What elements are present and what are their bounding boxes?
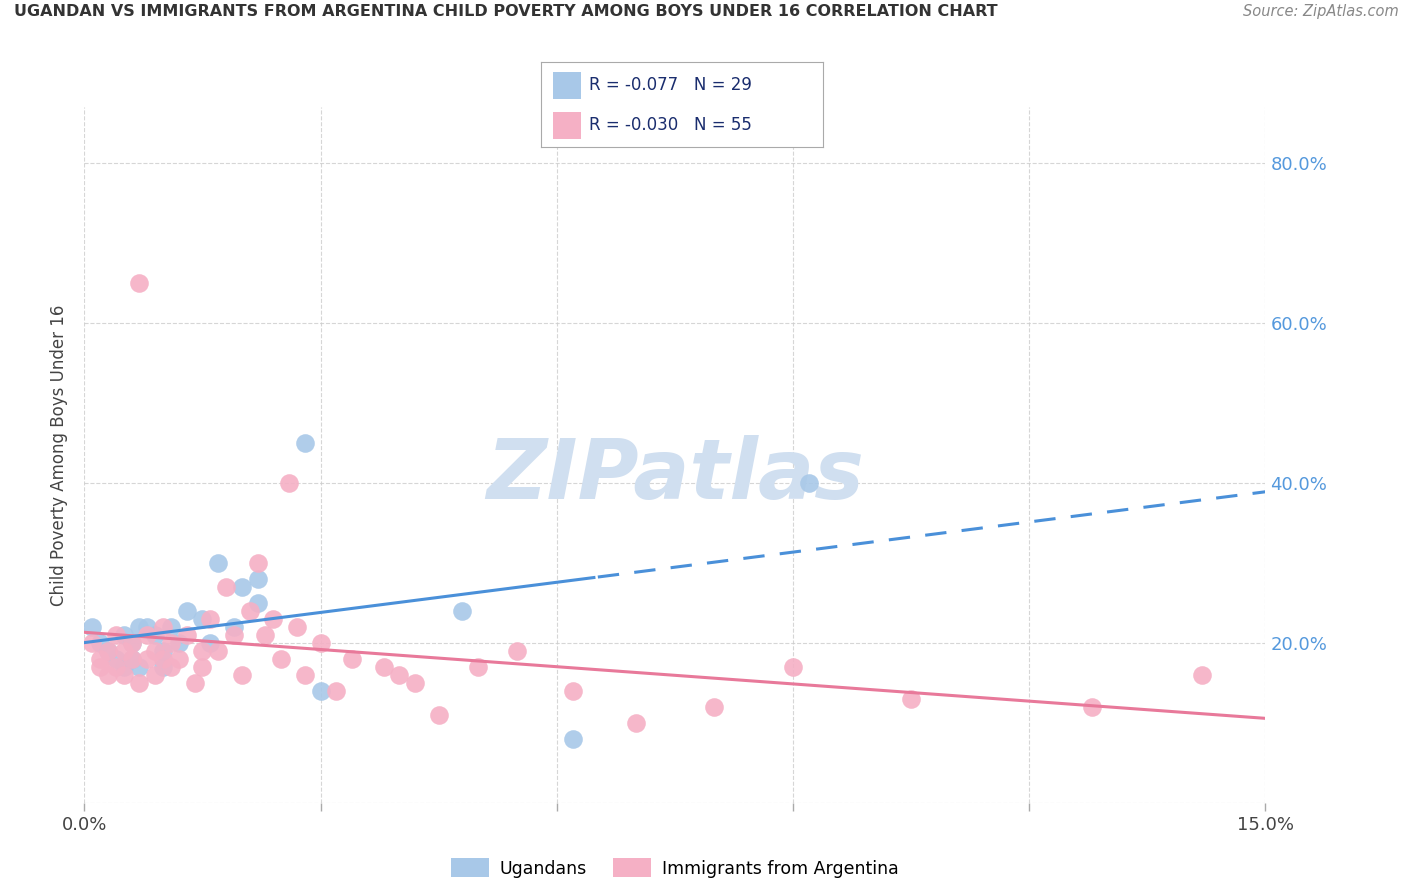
Point	[152, 660, 174, 674]
Point	[167, 652, 190, 666]
Point	[222, 620, 245, 634]
Bar	[553, 71, 581, 99]
Point	[136, 652, 159, 666]
Point	[561, 731, 583, 746]
Bar	[553, 112, 581, 139]
Point	[136, 620, 159, 634]
Text: R = -0.030   N = 55: R = -0.030 N = 55	[589, 116, 752, 134]
Point	[451, 604, 474, 618]
Point	[160, 620, 183, 634]
Text: Source: ZipAtlas.com: Source: ZipAtlas.com	[1243, 4, 1399, 20]
Point	[128, 620, 150, 634]
Point	[207, 556, 229, 570]
Point	[82, 620, 104, 634]
Point	[561, 683, 583, 698]
Point	[246, 596, 269, 610]
Point	[254, 628, 277, 642]
Point	[128, 676, 150, 690]
Point	[191, 644, 214, 658]
Point	[703, 699, 725, 714]
Point	[136, 628, 159, 642]
Point	[797, 475, 820, 490]
Point	[143, 628, 166, 642]
Point	[183, 676, 205, 690]
Point	[309, 636, 332, 650]
Point	[191, 660, 214, 674]
Point	[262, 612, 284, 626]
Point	[294, 436, 316, 450]
Point	[89, 660, 111, 674]
Point	[167, 636, 190, 650]
Point	[97, 644, 120, 658]
Point	[388, 668, 411, 682]
Point	[373, 660, 395, 674]
Point	[231, 668, 253, 682]
Point	[404, 676, 426, 690]
Point	[121, 652, 143, 666]
Text: ZIPatlas: ZIPatlas	[486, 435, 863, 516]
Text: R = -0.077   N = 29: R = -0.077 N = 29	[589, 77, 752, 95]
Point	[128, 660, 150, 674]
Point	[143, 644, 166, 658]
Point	[427, 707, 450, 722]
Point	[121, 652, 143, 666]
Point	[231, 580, 253, 594]
Point	[239, 604, 262, 618]
Point	[121, 636, 143, 650]
Point	[246, 556, 269, 570]
Point	[215, 580, 238, 594]
Point	[1081, 699, 1104, 714]
Text: UGANDAN VS IMMIGRANTS FROM ARGENTINA CHILD POVERTY AMONG BOYS UNDER 16 CORRELATI: UGANDAN VS IMMIGRANTS FROM ARGENTINA CHI…	[14, 4, 998, 20]
Point	[200, 612, 222, 626]
Point	[1191, 668, 1213, 682]
Point	[176, 628, 198, 642]
Point	[112, 668, 135, 682]
Point	[89, 636, 111, 650]
Point	[89, 652, 111, 666]
Legend: Ugandans, Immigrants from Argentina: Ugandans, Immigrants from Argentina	[444, 851, 905, 885]
Point	[152, 620, 174, 634]
Point	[270, 652, 292, 666]
Point	[200, 636, 222, 650]
Point	[160, 636, 183, 650]
Point	[285, 620, 308, 634]
Point	[121, 636, 143, 650]
Point	[128, 276, 150, 290]
Point	[152, 644, 174, 658]
Point	[222, 628, 245, 642]
Point	[176, 604, 198, 618]
Point	[506, 644, 529, 658]
Point	[207, 644, 229, 658]
Point	[340, 652, 363, 666]
Point	[152, 652, 174, 666]
Point	[294, 668, 316, 682]
Point	[900, 691, 922, 706]
Point	[325, 683, 347, 698]
Point	[112, 660, 135, 674]
Point	[97, 668, 120, 682]
Point	[82, 636, 104, 650]
Point	[112, 628, 135, 642]
Point	[309, 683, 332, 698]
Point	[278, 475, 301, 490]
Point	[191, 612, 214, 626]
Point	[467, 660, 489, 674]
Point	[104, 652, 127, 666]
Point	[143, 668, 166, 682]
Point	[104, 628, 127, 642]
Point	[97, 644, 120, 658]
Point	[104, 660, 127, 674]
Y-axis label: Child Poverty Among Boys Under 16: Child Poverty Among Boys Under 16	[51, 304, 69, 606]
Point	[112, 644, 135, 658]
Point	[624, 715, 647, 730]
Point	[160, 660, 183, 674]
Point	[782, 660, 804, 674]
Point	[246, 572, 269, 586]
